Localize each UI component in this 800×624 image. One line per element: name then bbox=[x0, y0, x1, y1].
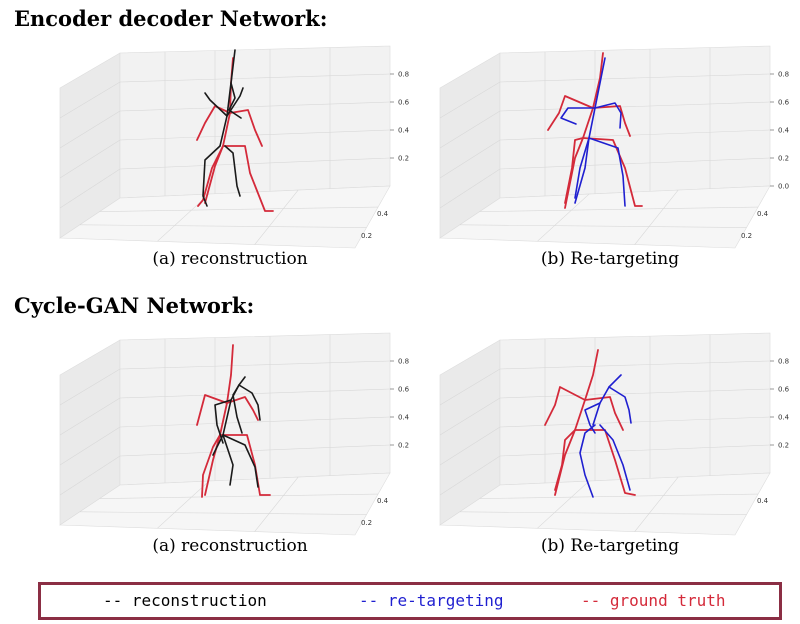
caption-encoder-reconstruction: (a) reconstruction bbox=[152, 249, 308, 269]
axes-3d: 0.8 0.6 0.4 0.2 0.4 bbox=[439, 332, 790, 536]
plot-cyclegan-retargeting: 0.8 0.6 0.4 0.2 0.4 bbox=[435, 325, 790, 540]
z-tick-label: 0.8 bbox=[778, 71, 789, 79]
bone-predicted bbox=[219, 49, 236, 147]
bone-predicted bbox=[224, 145, 241, 197]
y-tick-label: 0.2 bbox=[741, 232, 752, 240]
legend-retargeting: -- re-targeting bbox=[359, 591, 504, 610]
bone-predicted bbox=[579, 424, 596, 498]
legend-box: -- reconstruction -- re-targeting -- gro… bbox=[38, 582, 782, 620]
z-tick-label: 0.8 bbox=[778, 358, 789, 366]
bone-predicted bbox=[222, 434, 259, 488]
caption-cyclegan-reconstruction: (a) reconstruction bbox=[152, 536, 308, 556]
z-tick-label: 0.4 bbox=[398, 127, 410, 135]
y-tick-label: 0.4 bbox=[377, 210, 389, 218]
z-tick-label: 0.6 bbox=[778, 99, 790, 107]
bone-ground-truth bbox=[222, 145, 274, 212]
y-tick-label: 0.2 bbox=[361, 232, 372, 240]
skeleton-ground-truth bbox=[196, 344, 271, 498]
bone-ground-truth bbox=[196, 105, 231, 141]
bone-ground-truth bbox=[554, 429, 576, 491]
bone-ground-truth bbox=[219, 434, 271, 496]
z-tick-label: 0.8 bbox=[398, 358, 409, 366]
z-tick-label: 0.6 bbox=[778, 386, 790, 394]
bone-predicted bbox=[574, 57, 606, 204]
gridlines bbox=[59, 47, 391, 245]
bone-ground-truth bbox=[554, 349, 599, 496]
bone-predicted bbox=[592, 374, 622, 426]
bone-ground-truth bbox=[547, 95, 594, 131]
bone-predicted bbox=[202, 145, 221, 207]
plot-encoder-retargeting: 0.8 0.6 0.4 0.2 0.0 0.4 0.2 bbox=[435, 38, 790, 253]
bone-ground-truth bbox=[584, 396, 624, 431]
z-tick-label: 0.4 bbox=[778, 127, 790, 135]
legend-reconstruction: -- reconstruction bbox=[103, 591, 267, 610]
gridlines bbox=[59, 334, 391, 532]
bone-ground-truth bbox=[564, 52, 604, 209]
bone-ground-truth bbox=[197, 145, 224, 207]
skeleton-predicted bbox=[212, 376, 261, 488]
bone-predicted bbox=[574, 137, 590, 199]
z-tick-label: 0.6 bbox=[398, 386, 410, 394]
legend-ground-truth: -- ground truth bbox=[581, 591, 726, 610]
bone-ground-truth bbox=[592, 105, 631, 137]
bone-ground-truth bbox=[204, 344, 234, 496]
caption-cyclegan-retargeting: (b) Re-targeting bbox=[540, 536, 680, 556]
bone-predicted bbox=[560, 107, 596, 125]
z-tick-label: 0.6 bbox=[398, 99, 410, 107]
bone-predicted bbox=[599, 424, 631, 491]
bone-ground-truth bbox=[201, 434, 221, 498]
bone-predicted bbox=[584, 402, 601, 434]
plot-encoder-reconstruction: 0.8 0.6 0.4 0.2 0.4 0.2 bbox=[55, 38, 410, 253]
bone-ground-truth bbox=[226, 396, 259, 421]
bone-predicted bbox=[594, 102, 622, 129]
z-tick-label: 0.2 bbox=[778, 442, 789, 450]
z-tick-label: 0.4 bbox=[778, 414, 790, 422]
axes-3d: 0.8 0.6 0.4 0.2 0.4 0.2 bbox=[59, 45, 410, 249]
bone-ground-truth bbox=[582, 137, 643, 207]
bone-ground-truth bbox=[196, 394, 228, 426]
wall-back bbox=[499, 332, 771, 486]
bone-predicted bbox=[238, 384, 261, 421]
axes-3d: 0.8 0.6 0.4 0.2 0.4 0.2 bbox=[59, 332, 410, 536]
skeleton-predicted bbox=[579, 374, 632, 498]
bone-predicted bbox=[588, 137, 626, 207]
wall-back bbox=[499, 45, 771, 199]
axes-3d: 0.8 0.6 0.4 0.2 0.0 0.4 0.2 bbox=[439, 45, 790, 249]
skeleton-predicted bbox=[202, 49, 244, 207]
bone-predicted bbox=[214, 399, 232, 444]
bone-predicted bbox=[608, 386, 632, 424]
wall-back bbox=[119, 45, 391, 199]
y-tick-label: 0.4 bbox=[757, 210, 769, 218]
z-tick-label: 0.8 bbox=[398, 71, 409, 79]
bone-predicted bbox=[228, 82, 242, 119]
y-tick-label: 0.4 bbox=[377, 497, 389, 505]
section-heading-cycle-gan: Cycle-GAN Network: bbox=[14, 293, 255, 318]
y-tick-label: 0.4 bbox=[757, 497, 769, 505]
plot-cyclegan-reconstruction: 0.8 0.6 0.4 0.2 0.4 0.2 bbox=[55, 325, 410, 540]
y-tick-label: 0.2 bbox=[361, 519, 372, 527]
skeleton-ground-truth bbox=[547, 52, 643, 209]
bone-ground-truth bbox=[544, 386, 586, 426]
skeleton-ground-truth bbox=[544, 349, 636, 496]
bone-ground-truth bbox=[564, 137, 584, 204]
z-tick-label: 0.2 bbox=[398, 442, 409, 450]
bone-predicted bbox=[222, 434, 234, 486]
z-tick-label: 0.2 bbox=[398, 155, 409, 163]
caption-encoder-retargeting: (b) Re-targeting bbox=[540, 249, 680, 269]
bone-predicted bbox=[204, 92, 228, 117]
section-heading-encoder-decoder: Encoder decoder Network: bbox=[14, 6, 328, 31]
bone-predicted bbox=[232, 384, 243, 434]
z-tick-label: 0.2 bbox=[778, 155, 789, 163]
skeleton-predicted bbox=[560, 57, 626, 207]
z-tick-label: 0.0 bbox=[778, 183, 789, 191]
bone-ground-truth bbox=[229, 109, 263, 147]
bone-predicted bbox=[226, 87, 244, 117]
z-tick-label: 0.4 bbox=[398, 414, 410, 422]
gridlines bbox=[439, 47, 771, 245]
bone-ground-truth bbox=[574, 429, 636, 496]
